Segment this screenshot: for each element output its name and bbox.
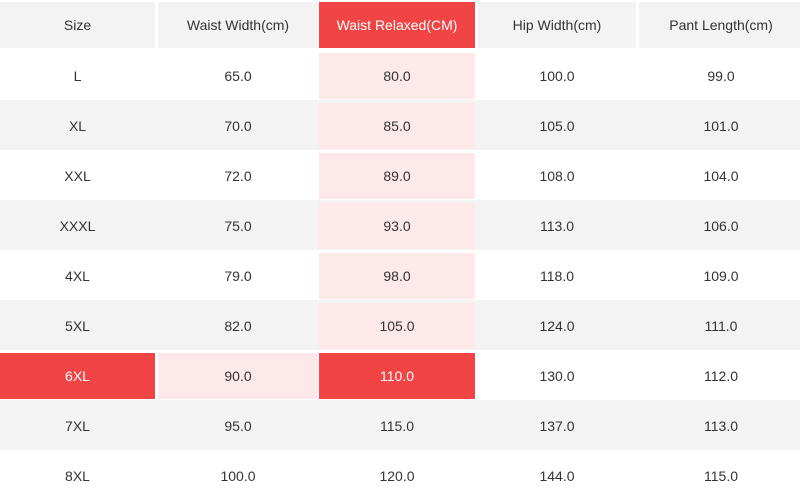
table-row: XXL 72.0 89.0 108.0 104.0 bbox=[0, 150, 800, 200]
cell-pant-length: 99.0 bbox=[707, 68, 735, 84]
cell-hip-width: 144.0 bbox=[539, 468, 575, 484]
cell-waist-width: 95.0 bbox=[224, 418, 252, 434]
cell-hip-width: 108.0 bbox=[539, 168, 575, 184]
table-row: 8XL 100.0 120.0 144.0 115.0 bbox=[0, 450, 800, 500]
table-row: 5XL 82.0 105.0 124.0 111.0 bbox=[0, 300, 800, 350]
cell-waist-width: 79.0 bbox=[224, 268, 252, 284]
cell-waist-relaxed-highlighted: 110.0 bbox=[319, 353, 475, 399]
cell-size: 4XL bbox=[65, 268, 90, 284]
cell-waist-relaxed: 115.0 bbox=[380, 418, 414, 434]
header-hip-width: Hip Width(cm) bbox=[478, 2, 636, 48]
cell-waist-relaxed: 98.0 bbox=[319, 253, 475, 299]
cell-hip-width: 118.0 bbox=[540, 268, 574, 284]
cell-waist-relaxed: 89.0 bbox=[319, 153, 475, 199]
table-row: XL 70.0 85.0 105.0 101.0 bbox=[0, 100, 800, 150]
cell-hip-width: 130.0 bbox=[539, 368, 575, 384]
cell-pant-length: 111.0 bbox=[704, 318, 738, 334]
header-size: Size bbox=[0, 2, 155, 48]
cell-pant-length: 113.0 bbox=[704, 418, 738, 434]
cell-size: XXXL bbox=[59, 218, 96, 234]
header-pant-length: Pant Length(cm) bbox=[639, 2, 800, 48]
cell-hip-width: 124.0 bbox=[539, 318, 575, 334]
table-row: 4XL 79.0 98.0 118.0 109.0 bbox=[0, 250, 800, 300]
cell-waist-relaxed: 105.0 bbox=[319, 303, 475, 349]
cell-pant-length: 101.0 bbox=[703, 118, 739, 134]
header-waist-relaxed: Waist Relaxed(CM) bbox=[319, 2, 475, 48]
cell-waist-width: 70.0 bbox=[224, 118, 252, 134]
cell-waist-relaxed: 80.0 bbox=[319, 53, 475, 99]
cell-pant-length: 106.0 bbox=[703, 218, 739, 234]
cell-waist-width: 82.0 bbox=[224, 318, 252, 334]
cell-hip-width: 137.0 bbox=[539, 418, 575, 434]
cell-size-highlighted: 6XL bbox=[0, 353, 155, 399]
cell-size: 8XL bbox=[65, 468, 90, 484]
cell-waist-width: 90.0 bbox=[158, 353, 318, 399]
cell-pant-length: 104.0 bbox=[703, 168, 739, 184]
table-header-row: Size Waist Width(cm) Waist Relaxed(CM) H… bbox=[0, 0, 800, 50]
cell-waist-width: 75.0 bbox=[224, 218, 252, 234]
table-row-highlighted: 6XL 90.0 110.0 130.0 112.0 bbox=[0, 350, 800, 400]
cell-size: XL bbox=[68, 118, 87, 134]
cell-hip-width: 105.0 bbox=[539, 118, 575, 134]
cell-waist-width: 65.0 bbox=[224, 68, 252, 84]
cell-waist-width: 100.0 bbox=[220, 468, 256, 484]
cell-pant-length: 115.0 bbox=[704, 468, 738, 484]
cell-waist-relaxed: 120.0 bbox=[379, 468, 415, 484]
table-row: L 65.0 80.0 100.0 99.0 bbox=[0, 50, 800, 100]
cell-waist-relaxed: 93.0 bbox=[319, 203, 475, 249]
cell-hip-width: 113.0 bbox=[540, 218, 574, 234]
cell-size: L bbox=[73, 68, 82, 84]
cell-waist-relaxed: 85.0 bbox=[319, 103, 475, 149]
cell-pant-length: 112.0 bbox=[704, 368, 738, 384]
cell-waist-width: 72.0 bbox=[224, 168, 252, 184]
header-waist-width: Waist Width(cm) bbox=[158, 2, 318, 48]
cell-pant-length: 109.0 bbox=[703, 268, 739, 284]
table-row: XXXL 75.0 93.0 113.0 106.0 bbox=[0, 200, 800, 250]
table-row: 7XL 95.0 115.0 137.0 113.0 bbox=[0, 400, 800, 450]
cell-size: 7XL bbox=[65, 418, 90, 434]
cell-hip-width: 100.0 bbox=[539, 68, 575, 84]
cell-size: XXL bbox=[64, 168, 91, 184]
cell-size: 5XL bbox=[65, 318, 90, 334]
